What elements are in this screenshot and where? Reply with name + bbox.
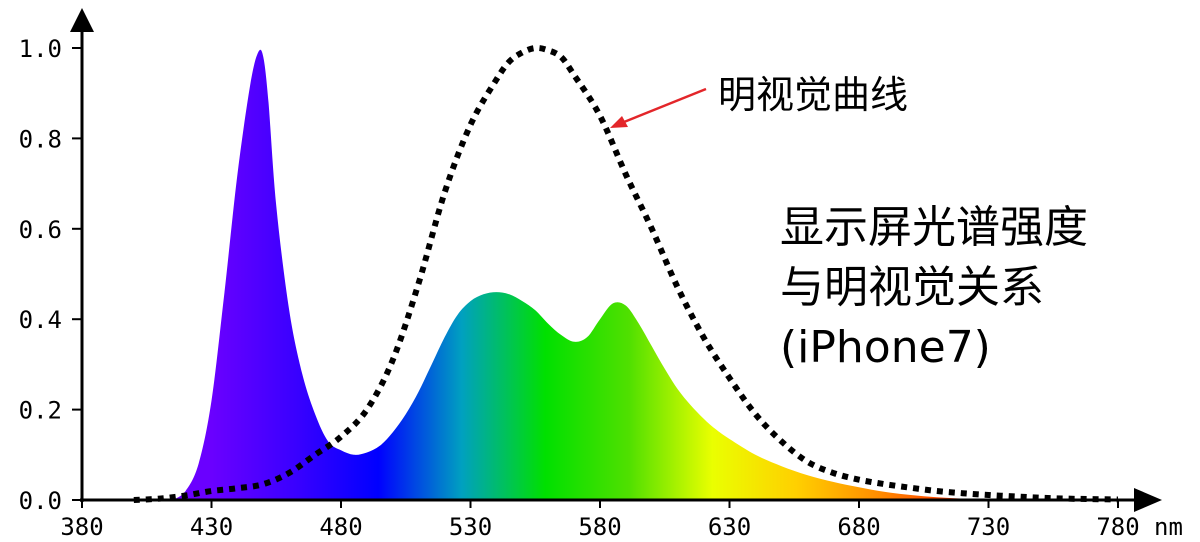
x-tick-label: 580 [578, 513, 621, 541]
y-tick-label: 0.6 [19, 216, 62, 244]
y-tick-label: 0.0 [19, 487, 62, 515]
x-unit-label: nm [1154, 513, 1183, 541]
x-tick-label: 380 [60, 513, 103, 541]
x-tick-label: 530 [449, 513, 492, 541]
y-tick-label: 1.0 [19, 35, 62, 63]
x-tick-label: 780 [1096, 513, 1139, 541]
y-axis-arrow [70, 8, 94, 32]
y-tick-label: 0.4 [19, 306, 62, 334]
annotation-arrow-line [623, 87, 707, 124]
x-tick-label: 630 [708, 513, 751, 541]
annotation-arrow-head [610, 116, 628, 128]
y-tick-label: 0.8 [19, 125, 62, 153]
description-line-3: (iPhone7) [780, 322, 991, 373]
x-tick-label: 680 [837, 513, 880, 541]
x-tick-label: 480 [319, 513, 362, 541]
x-tick-label: 730 [967, 513, 1010, 541]
x-tick-label: 430 [190, 513, 233, 541]
y-tick-label: 0.2 [19, 397, 62, 425]
description-line-1: 显示屏光谱强度 [780, 202, 1088, 253]
description-line-2: 与明视觉关系 [780, 262, 1044, 313]
spectrum-area [172, 49, 989, 500]
x-axis-arrow [1134, 488, 1162, 512]
curve-label: 明视觉曲线 [718, 73, 908, 117]
